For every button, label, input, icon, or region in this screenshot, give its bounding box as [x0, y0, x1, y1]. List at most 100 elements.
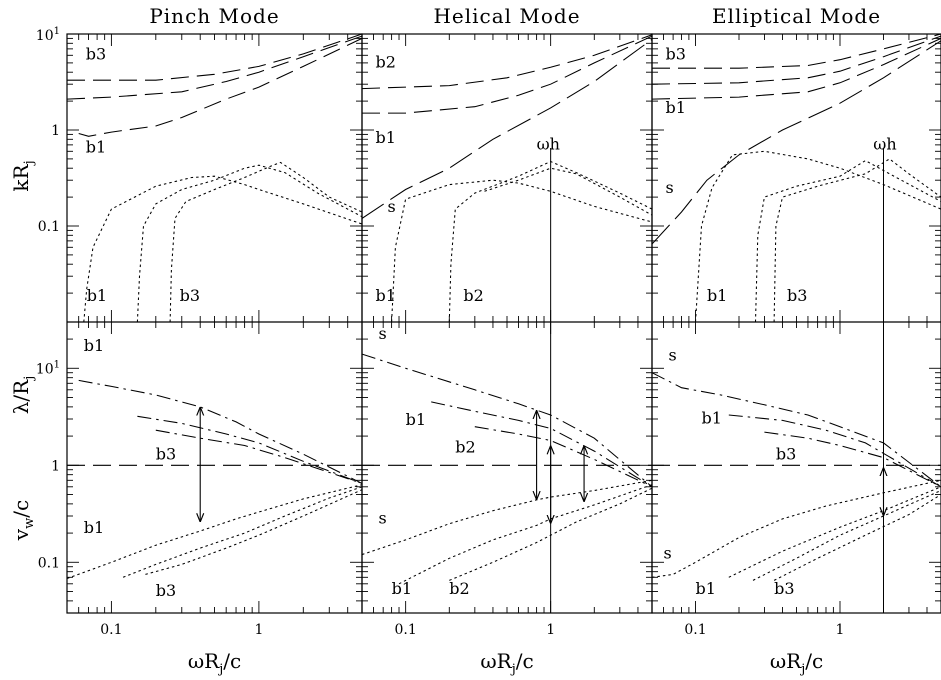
series-group-top [67, 34, 362, 322]
series-b1-lambda [728, 414, 941, 488]
y-tick-label-10: 101 [36, 26, 60, 44]
series-label: ωh [873, 134, 896, 153]
x-axis-label: ωRj/c [188, 649, 241, 677]
series-s-lambda [362, 353, 652, 488]
series-label: s [665, 178, 673, 197]
series-b2-real [652, 35, 941, 85]
y-tick-label: 1 [51, 123, 60, 139]
series-label: b3 [156, 444, 176, 463]
series-b1-vw [398, 484, 652, 585]
series-label: b1 [707, 286, 727, 305]
series-s-vw [652, 479, 941, 578]
series-label: b1 [86, 138, 106, 157]
series-b2-imag [754, 159, 941, 322]
series-b3-imag [169, 161, 362, 322]
series-b2-imag [136, 164, 362, 322]
panel-title: Elliptical Mode [712, 4, 881, 28]
y-axis-label-vw: vw/c [9, 500, 37, 541]
series-label: b1 [376, 286, 396, 305]
series-label: s [668, 346, 676, 365]
series-label: b2 [463, 286, 483, 305]
series-s-lambda [652, 372, 941, 488]
y-axis-label-lambda: λ/Rj [9, 376, 37, 415]
series-label: b3 [776, 444, 796, 463]
series-b3-real [67, 34, 362, 81]
series-label: b2 [449, 579, 469, 598]
panel-1: b2 b1 ωh s b1 b2 s b1 b2 s b1 b2 [361, 33, 653, 614]
series-b1-imag [391, 179, 652, 322]
series-s-real [362, 38, 652, 219]
series-group-top [362, 34, 652, 322]
series-b3-real [652, 34, 941, 69]
series-label: b2 [376, 52, 396, 71]
x-tick-label: 0.1 [100, 622, 122, 638]
series-label: b1 [392, 579, 412, 598]
x-tick-label: 1 [254, 622, 263, 638]
series-b2-vw [752, 490, 941, 581]
series-label: b3 [156, 581, 176, 600]
series-b2-lambda [137, 415, 362, 484]
series-b3-lambda [764, 431, 941, 488]
series-b2-real [362, 34, 652, 90]
series-label: s [663, 543, 671, 562]
ticks-bottom [651, 321, 941, 614]
series-b3-imag [773, 158, 941, 322]
panel-frame [651, 33, 941, 614]
series-label: b1 [695, 579, 715, 598]
series-label: b3 [774, 579, 794, 598]
x-tick-label: 1 [836, 622, 845, 638]
series-label: s [388, 197, 396, 216]
series-b1-vw [728, 486, 941, 578]
panel-title: Pinch Mode [149, 4, 279, 28]
series-b2-real [67, 35, 362, 100]
series-b3-vw [773, 494, 941, 581]
ticks-top [361, 33, 653, 323]
y-tick-label: 0.1 [38, 555, 60, 571]
series-label: b2 [455, 438, 475, 457]
x-tick-label: 0.1 [395, 622, 417, 638]
series-b1-imag [83, 175, 362, 322]
panel-0: b3 b1 b1 b3 b1 b3 b1 b3 [66, 33, 363, 614]
series-b2-lambda [474, 426, 652, 488]
series-label: b3 [86, 45, 106, 64]
series-label: b3 [180, 286, 200, 305]
series-b1-imag [694, 150, 941, 322]
x-axis-label: ωRj/c [480, 649, 533, 677]
x-tick-label: 1 [546, 622, 555, 638]
series-label: b1 [665, 98, 685, 117]
series-b2-vw [122, 486, 362, 578]
series-b3-lambda [155, 429, 362, 484]
x-axis-label: ωRj/c [770, 649, 823, 677]
ticks-bottom [66, 321, 363, 614]
ticks-bottom [361, 321, 653, 614]
panel-title: Helical Mode [433, 4, 580, 28]
series-b1-real [362, 35, 652, 114]
series-b3-imag [484, 167, 652, 216]
series-label: s [379, 324, 387, 343]
series-b2-vw [449, 487, 652, 581]
series-b1-real [78, 37, 362, 137]
series-label: b1 [84, 336, 104, 355]
series-group-bottom [652, 322, 941, 613]
series-b2-imag [448, 160, 652, 322]
series-label: b3 [665, 45, 685, 64]
series-label: b1 [406, 410, 426, 429]
y-tick-label: 0.1 [38, 219, 60, 235]
y-tick-label-10: 101 [36, 359, 60, 377]
x-tick-label: 0.1 [684, 622, 706, 638]
series-b1-real [652, 37, 941, 100]
series-s-real [652, 40, 941, 245]
y-tick-label: 1 [51, 458, 60, 474]
series-label: b1 [376, 128, 396, 147]
series-group-bottom [362, 322, 652, 613]
series-label: b3 [787, 286, 807, 305]
series-label: s [379, 509, 387, 528]
panel-2: b3 b1 ωh s b1 b3 s b1 b3 s b1 b3 [651, 33, 941, 614]
ticks-top [66, 33, 363, 323]
series-b1-lambda [78, 379, 362, 484]
y-axis-label-top: kRj [9, 160, 37, 191]
series-b1-lambda [431, 401, 652, 488]
series-group-bottom [67, 379, 362, 579]
series-b1-vw [67, 484, 362, 579]
